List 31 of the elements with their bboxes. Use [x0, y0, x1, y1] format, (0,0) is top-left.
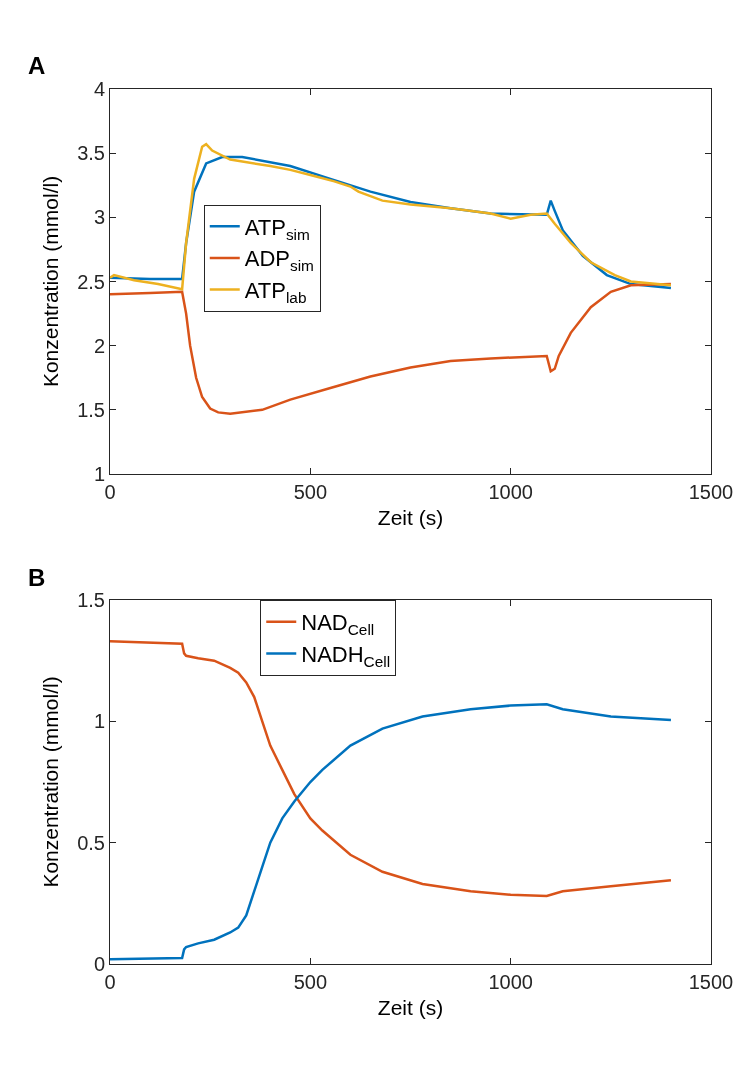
y-tick-label: 3.5 — [77, 142, 105, 165]
y-tick-label: 0.5 — [77, 831, 105, 854]
line-series — [110, 282, 673, 415]
x-tick-label: 1500 — [688, 971, 734, 993]
y-tick-label: 1.5 — [77, 589, 105, 611]
x-axis-title: Zeit (s) — [377, 996, 444, 1020]
line-series — [110, 703, 673, 961]
legend-label: ATP$_{sim}$ — [244, 214, 310, 243]
y-tick-label: 2 — [93, 334, 105, 357]
x-tick-label: 1000 — [488, 481, 533, 503]
y-tick-label: 0 — [93, 953, 105, 975]
x-tick-label: 500 — [293, 971, 328, 993]
text: B — [28, 564, 46, 591]
x-axis-title: Zeit (s) — [377, 506, 444, 530]
y-axis-title: Konzentration (mmol/l) — [39, 676, 63, 888]
text: A — [28, 52, 46, 79]
x-tick-label: 1000 — [488, 971, 533, 993]
x-tick-label: 1500 — [688, 481, 734, 503]
y-tick-label: 1 — [93, 710, 105, 733]
legend-label: NAD$_{Cell}$ — [301, 610, 375, 638]
y-tick-label: 1 — [93, 463, 105, 485]
y-tick-label: 4 — [93, 78, 105, 100]
x-tick-label: 500 — [293, 481, 328, 503]
legend-label: ADP$_{sim}$ — [244, 246, 314, 275]
y-tick-label: 3 — [93, 206, 105, 229]
line-series — [110, 640, 673, 898]
legend-label: ATP$_{lab}$ — [244, 278, 307, 306]
legend-label: NADH$_{Cell}$ — [301, 641, 391, 670]
y-tick-label: 2.5 — [77, 270, 105, 293]
y-axis-title: Konzentration (mmol/l) — [39, 175, 63, 388]
y-tick-label: 1.5 — [77, 398, 105, 421]
